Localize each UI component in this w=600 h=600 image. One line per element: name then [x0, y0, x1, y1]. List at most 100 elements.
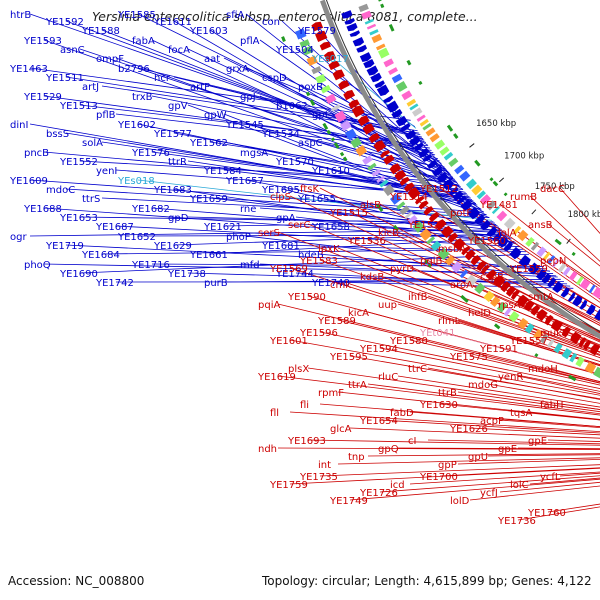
feature-block — [407, 215, 418, 225]
gene-label: ndh — [258, 444, 277, 455]
label-leader-line — [439, 331, 600, 375]
feature-block — [441, 225, 454, 239]
feature-block — [492, 180, 499, 187]
gene-label: yenR — [498, 372, 523, 383]
feature-block — [553, 342, 563, 354]
label-leader-line — [307, 439, 600, 446]
gene-label: YE1610 — [311, 166, 350, 177]
gene-label: rpmF — [318, 388, 344, 399]
gene-label: YE1552 — [59, 157, 98, 168]
label-leader-line — [277, 447, 600, 450]
gene-label: smtA — [528, 292, 554, 303]
feature-block — [371, 168, 381, 177]
feature-block — [418, 148, 429, 158]
feature-block — [377, 47, 390, 59]
feature-block — [415, 196, 425, 205]
feature-block — [368, 133, 381, 144]
feature-block — [378, 0, 382, 2]
gene-label: potF — [450, 208, 472, 219]
feature-block — [349, 30, 360, 37]
gene-label: pepN — [540, 256, 566, 267]
label-leader-line — [439, 187, 600, 300]
gene-label: acpP — [480, 416, 504, 427]
label-leader-line — [517, 375, 600, 394]
gene-label: YE1658 — [311, 222, 350, 233]
feature-block — [366, 23, 377, 30]
feature-block — [542, 251, 551, 261]
feature-block — [446, 124, 454, 132]
label-leader-line — [331, 57, 417, 129]
feature-block — [369, 29, 379, 36]
gene-label: rlmL — [438, 316, 461, 327]
gene-label: gpJ — [240, 92, 256, 103]
gene-label: rumB — [510, 192, 537, 203]
gene-label: ansB — [528, 220, 553, 231]
feature-block — [465, 274, 478, 287]
gene-label: ttrS — [82, 194, 100, 205]
feature-block — [380, 3, 385, 9]
feature-block — [352, 36, 365, 47]
label-leader-line — [349, 427, 600, 439]
gene-label: YE1504 — [275, 45, 314, 56]
feature-block — [594, 309, 600, 321]
feature-block — [541, 273, 552, 284]
feature-block — [481, 264, 490, 275]
feature-block — [525, 236, 535, 247]
feature-block — [547, 338, 555, 348]
gene-label: YE1681 — [261, 241, 300, 252]
gene-label: ftsK — [300, 184, 319, 195]
label-leader-line — [337, 391, 600, 421]
feature-block — [380, 150, 391, 159]
gene-label: ttrB — [438, 388, 457, 399]
feature-block — [356, 44, 368, 53]
gene-label: YE1585 — [117, 10, 156, 21]
gene-label: YE1595 — [329, 352, 368, 363]
feature-block — [426, 159, 438, 169]
gene-label: YE1629 — [153, 241, 192, 252]
label-leader-line — [499, 419, 600, 429]
label-leader-line — [439, 403, 600, 421]
gene-label: YE1630 — [419, 400, 458, 411]
gene-label: helD — [468, 308, 491, 319]
feature-block — [496, 235, 509, 248]
feature-block — [418, 80, 423, 86]
label-leader-line — [409, 471, 600, 485]
feature-block — [452, 190, 464, 201]
gene-label: YEs017 — [311, 54, 349, 65]
label-leader-line — [409, 195, 600, 314]
label-leader-line — [29, 179, 484, 213]
feature-block — [456, 195, 467, 205]
feature-block — [524, 323, 535, 334]
feature-block — [344, 17, 355, 25]
label-leader-line — [379, 275, 600, 356]
label-leader-line — [65, 188, 487, 216]
feature-block — [379, 179, 389, 188]
feature-block — [512, 225, 522, 235]
gene-label: YE1716 — [131, 260, 170, 271]
feature-block — [435, 219, 447, 231]
gene-label: rne — [240, 204, 256, 215]
tick-label: 1700 kbp — [504, 152, 544, 162]
gene-label: YE1569 — [269, 264, 308, 275]
feature-block — [339, 151, 345, 157]
gene-label: phoQ — [24, 260, 51, 271]
gene-label: serS — [258, 228, 280, 239]
gene-label: pyrD — [390, 264, 414, 275]
feature-block — [325, 93, 337, 105]
label-leader-line — [209, 197, 504, 232]
gene-label: YE1515 — [329, 208, 368, 219]
gene-label: YEs018 — [117, 176, 155, 187]
label-leader-line — [115, 225, 521, 248]
gene-label: YE1700 — [419, 472, 458, 483]
feature-block — [425, 127, 436, 137]
label-leader-line — [209, 29, 459, 184]
feature-block — [407, 187, 421, 200]
label-leader-line — [469, 355, 600, 386]
gene-label: sfiA — [226, 10, 245, 21]
label-leader-line — [457, 319, 600, 365]
feature-block — [536, 268, 547, 281]
feature-block — [328, 60, 340, 71]
gene-label: YEt041 — [419, 328, 455, 339]
gene-label: kicA — [348, 308, 369, 319]
